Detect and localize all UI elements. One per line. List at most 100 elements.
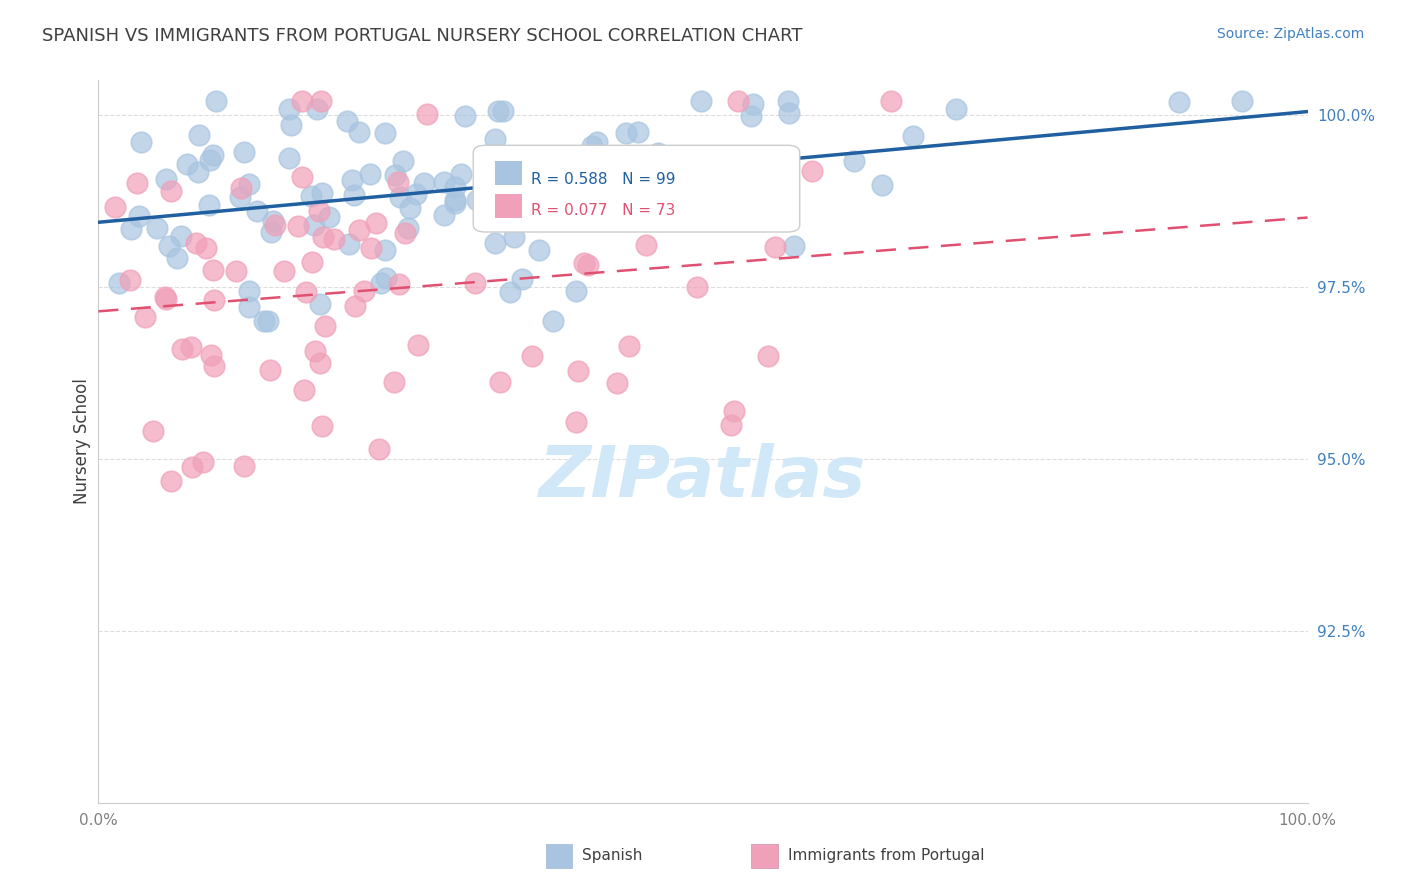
Point [1230,94,1253,108]
Point [200,348,222,362]
Point [686,280,709,294]
Point [742,96,765,111]
Text: Immigrants from Portugal: Immigrants from Portugal [787,848,984,863]
Point [488,376,510,390]
Point [465,193,488,207]
Y-axis label: Nursery School: Nursery School [73,378,91,505]
Point [762,185,785,199]
Point [264,218,287,232]
Point [120,222,142,236]
Point [405,186,427,201]
Point [187,128,209,142]
Point [232,145,254,160]
Point [554,162,576,177]
Point [340,173,363,187]
Point [134,310,156,325]
Point [565,415,588,429]
Point [225,264,247,278]
Point [416,107,439,121]
Point [299,189,322,203]
Point [388,190,411,204]
Point [945,102,967,116]
Point [311,186,333,201]
Point [720,417,742,432]
Point [347,125,370,139]
Point [184,236,207,251]
Point [287,219,309,233]
Point [382,375,405,389]
FancyBboxPatch shape [474,145,800,232]
Point [202,293,225,308]
Point [176,157,198,171]
Point [238,177,260,191]
Point [347,222,370,236]
Point [344,300,367,314]
Point [740,109,762,123]
Point [256,314,278,328]
Point [262,213,284,227]
Point [454,110,477,124]
Point [464,276,486,290]
Point [172,342,194,356]
Point [582,178,605,193]
Point [606,376,628,390]
Point [238,300,260,314]
Point [756,350,779,364]
Point [314,318,336,333]
Point [197,197,219,211]
Point [201,148,224,162]
Point [318,210,340,224]
Point [387,175,409,189]
Point [304,344,326,359]
Point [586,135,609,149]
Point [127,177,149,191]
Point [259,362,281,376]
Point [142,424,165,438]
Point [666,152,689,166]
Point [870,178,893,192]
Point [308,297,330,311]
Point [486,103,509,118]
Point [301,255,323,269]
Point [128,209,150,223]
Point [396,220,419,235]
Point [399,201,422,215]
Point [572,194,595,209]
Point [413,176,436,190]
Point [160,184,183,198]
Point [278,103,301,117]
Point [337,236,360,251]
Point [202,359,225,373]
Point [623,159,645,173]
Point [180,340,202,354]
Point [104,200,127,214]
Point [260,225,283,239]
Point [364,216,387,230]
Point [146,220,169,235]
Point [641,202,664,216]
Point [647,146,669,161]
Point [581,139,603,153]
Point [367,442,389,456]
Point [492,104,515,119]
Point [291,94,314,108]
Point [166,252,188,266]
Point [576,258,599,272]
Point [200,153,222,168]
Text: R = 0.588   N = 99: R = 0.588 N = 99 [531,172,676,186]
Point [120,273,142,287]
Point [842,154,865,169]
Point [157,239,180,253]
Point [108,276,131,290]
Point [323,232,346,246]
Text: R = 0.077   N = 73: R = 0.077 N = 73 [531,202,676,218]
Point [727,94,749,108]
Text: SPANISH VS IMMIGRANTS FROM PORTUGAL NURSERY SCHOOL CORRELATION CHART: SPANISH VS IMMIGRANTS FROM PORTUGAL NURS… [42,27,803,45]
Point [616,126,638,140]
Point [444,196,467,211]
Text: Spanish: Spanish [582,848,643,863]
Point [131,135,153,149]
Point [295,285,318,299]
Point [233,459,256,474]
FancyBboxPatch shape [495,194,522,218]
